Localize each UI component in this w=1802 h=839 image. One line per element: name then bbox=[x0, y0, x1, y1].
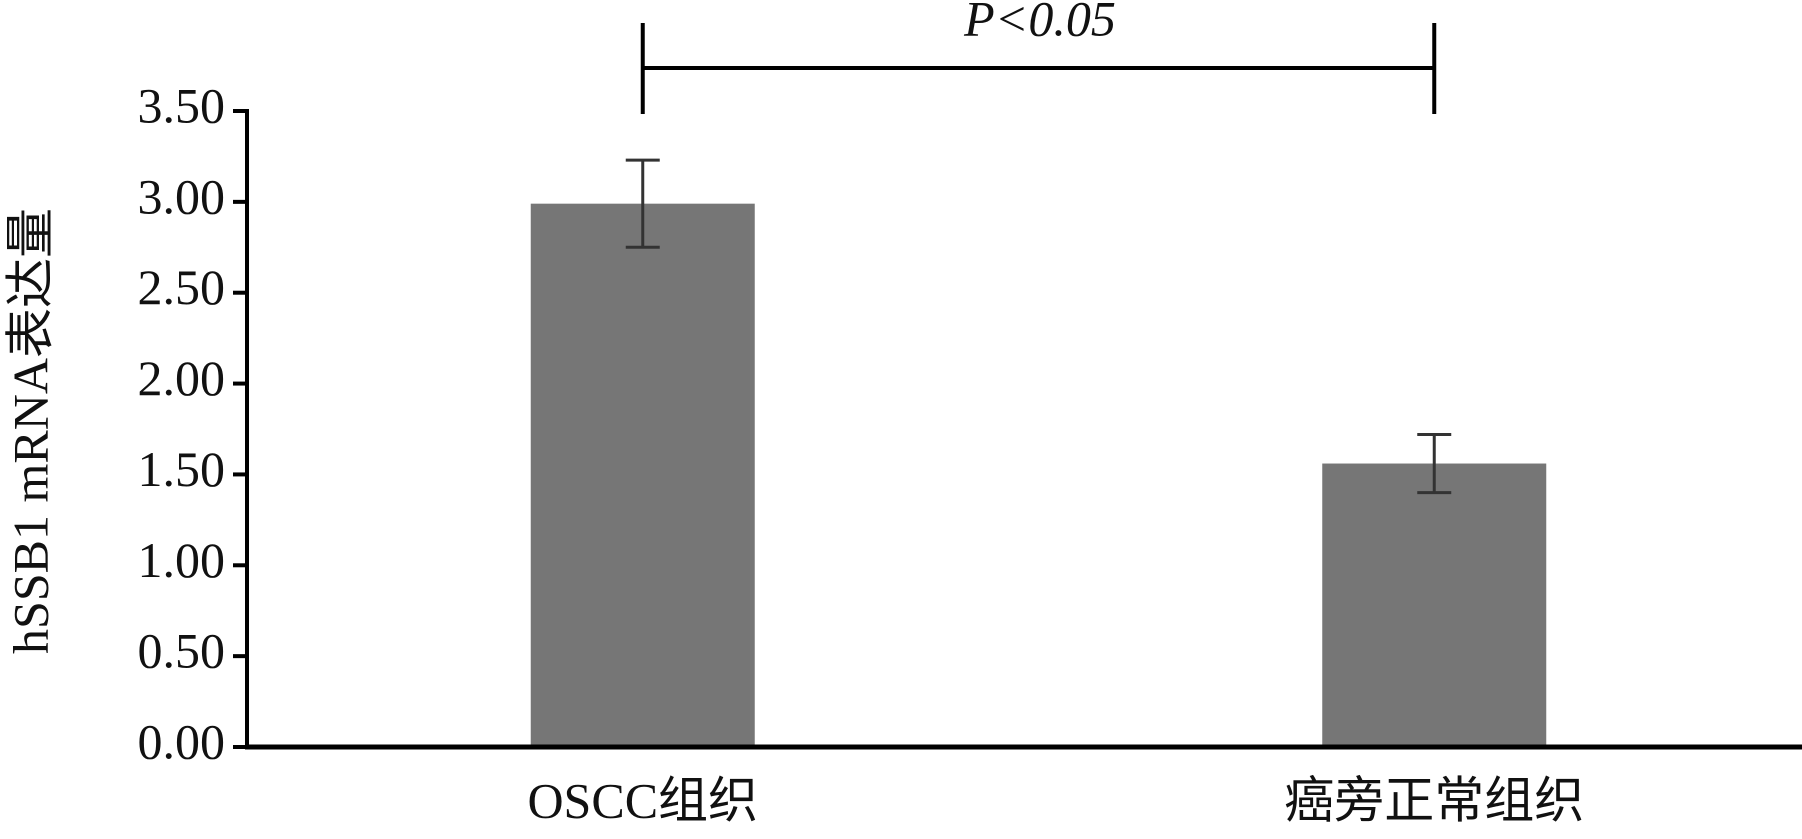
bar bbox=[1322, 463, 1547, 747]
y-tick-label: 3.50 bbox=[138, 77, 226, 133]
x-tick-label: OSCC组织 bbox=[527, 772, 758, 828]
y-axis-label: hSSB1 mRNA表达量 bbox=[2, 208, 58, 654]
y-tick-label: 1.00 bbox=[138, 532, 226, 588]
y-tick-label: 3.00 bbox=[138, 168, 226, 224]
y-tick-label: 2.50 bbox=[138, 259, 226, 315]
significance-bracket bbox=[640, 23, 1437, 114]
bar bbox=[530, 203, 755, 747]
significance-label: P<0.05 bbox=[963, 0, 1116, 46]
x-tick-label: 癌旁正常组织 bbox=[1284, 772, 1584, 828]
y-tick-label: 2.00 bbox=[138, 350, 226, 406]
y-tick-label: 1.50 bbox=[138, 441, 226, 497]
y-tick-label: 0.00 bbox=[138, 713, 226, 769]
y-tick-label: 0.50 bbox=[138, 623, 226, 679]
